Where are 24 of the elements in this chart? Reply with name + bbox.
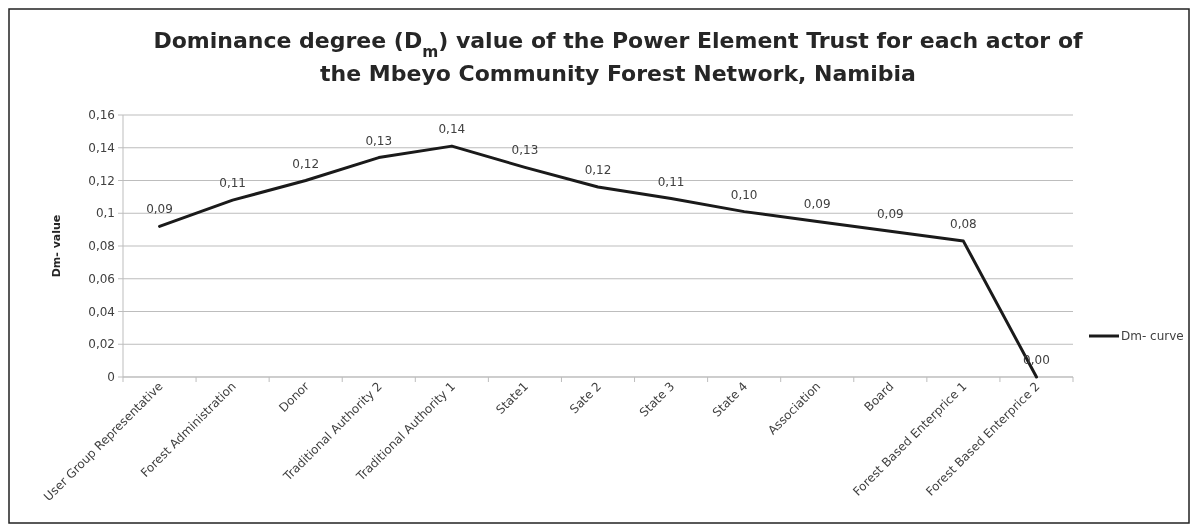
data-label: 0,09 xyxy=(803,197,831,212)
data-label: 0,11 xyxy=(219,176,246,191)
data-label: 0,08 xyxy=(950,217,977,232)
y-tick-label: 0,04 xyxy=(88,304,115,319)
data-label: 0,12 xyxy=(584,163,612,178)
y-tick-label: 0,12 xyxy=(88,173,115,188)
y-axis-title: Dm- value xyxy=(50,214,63,278)
y-tick-label: 0,1 xyxy=(95,206,115,221)
data-label: 0,12 xyxy=(292,156,320,171)
y-tick-label: 0 xyxy=(107,370,115,385)
y-tick-label: 0,06 xyxy=(88,271,115,286)
y-tick-label: 0,02 xyxy=(88,337,115,352)
data-label: 0,14 xyxy=(438,122,466,137)
data-label: 0,09 xyxy=(146,202,173,217)
data-label: 0,09 xyxy=(876,207,904,222)
chart-title: Dominance degree (D$_{m}$) value of the Power Element Trust for each actor of the Mbeyo Community Forest Network, Namibia xyxy=(153,28,1083,86)
y-tick-label: 0,08 xyxy=(88,239,115,254)
y-tick-label: 0,16 xyxy=(88,108,115,123)
data-label: 0,13 xyxy=(365,133,393,148)
legend-label: Dm- curve xyxy=(1121,329,1184,344)
data-label: 0,10 xyxy=(730,187,758,202)
data-label: 0,13 xyxy=(511,143,539,158)
y-tick-label: 0,14 xyxy=(88,140,115,155)
data-label: 0,11 xyxy=(657,174,685,189)
